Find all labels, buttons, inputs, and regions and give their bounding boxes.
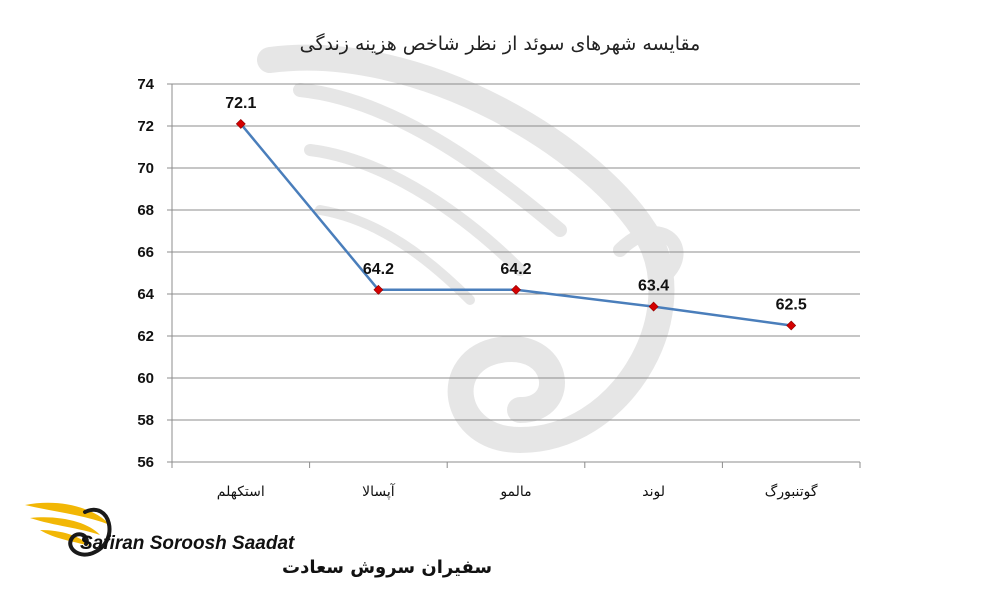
data-point-marker [648,301,659,312]
watermark-emblem [257,44,684,454]
chart-title: مقایسه شهرهای سوئد از نظر شاخص هزینه زند… [300,32,701,55]
data-point-marker [786,320,797,331]
y-tick-label: 64 [137,286,154,303]
y-tick-label: 68 [137,202,154,219]
data-label: 72.1 [225,95,256,112]
data-labels: 72.1 64.2 64.2 63.4 62.5 [225,95,807,314]
y-tick-label: 66 [137,244,154,261]
y-tick-label: 72 [137,118,154,135]
x-category-label: مالمو [499,484,531,500]
x-axis: استکهلم آپسالا مالمو لوند گوتنبورگ [171,84,861,500]
data-point-marker [235,118,246,129]
series-line [235,118,797,331]
data-label: 64.2 [363,261,394,278]
data-label: 62.5 [776,297,807,314]
logo-name-en: Safiran Soroosh Saadat [80,533,295,554]
company-logo: Safiran Soroosh Saadat سفیران سروش سعادت [25,502,492,578]
y-tick-label: 58 [137,412,154,429]
data-point-marker [373,284,384,295]
x-category-label: لوند [642,484,665,500]
y-tick-label: 70 [137,160,154,177]
data-point-marker [511,284,521,295]
data-label: 63.4 [638,278,669,295]
y-tick-label: 60 [137,370,154,387]
x-category-label: استکهلم [217,484,265,500]
logo-name-fa: سفیران سروش سعادت [282,557,492,578]
y-tick-label: 56 [137,454,154,471]
y-axis-ticks: 56 58 60 62 64 66 68 70 72 74 [137,76,154,471]
x-category-label: گوتنبورگ [765,482,818,500]
wing-logo-icon [25,502,112,557]
data-label: 64.2 [500,261,531,278]
x-category-label: آپسالا [362,483,396,500]
y-tick-label: 74 [137,76,154,93]
y-tick-label: 62 [137,328,154,345]
